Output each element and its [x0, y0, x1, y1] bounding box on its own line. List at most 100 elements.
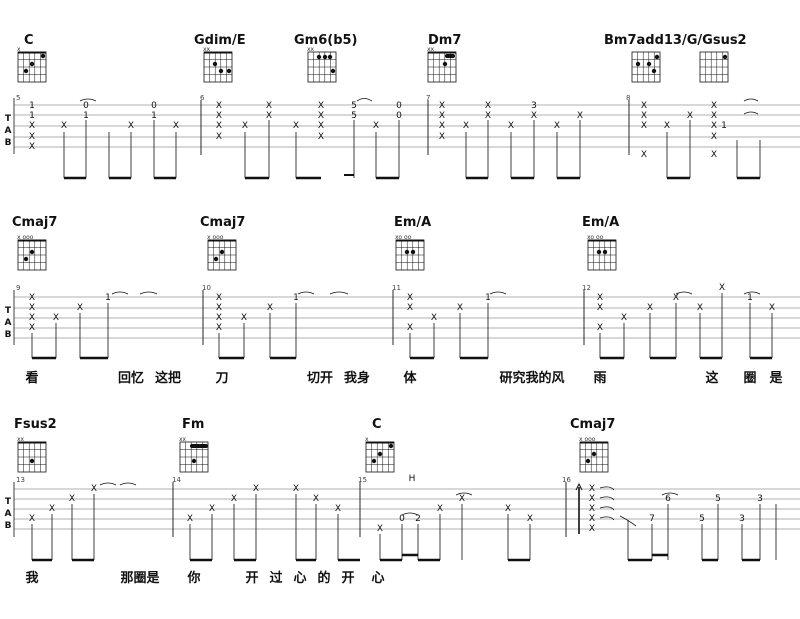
chord-name: Em/A: [394, 215, 431, 230]
tab-note: X: [589, 494, 595, 504]
tab-note: X: [597, 303, 603, 313]
tab-note: X: [664, 121, 670, 131]
tab-note: 6: [665, 494, 671, 504]
tab-note: X: [589, 484, 595, 494]
lyric-char: 雨: [593, 371, 606, 386]
chord-diagram: xo oo: [587, 234, 617, 271]
lyric-char: 心: [293, 571, 306, 586]
bar-number: 9: [16, 284, 20, 292]
tab-note: X: [589, 514, 595, 524]
tab-note: X: [335, 504, 341, 514]
tab-note: X: [91, 484, 97, 494]
lyric-char: 圈: [743, 371, 756, 386]
tab-note: X: [49, 504, 55, 514]
tab-note: X: [439, 132, 445, 142]
tab-note: 0: [399, 514, 405, 524]
tab-note: 1: [721, 121, 727, 131]
tab-note: X: [242, 121, 248, 131]
chord-name: C: [24, 33, 34, 48]
tab-note: X: [719, 283, 725, 293]
tab-note: X: [29, 142, 35, 152]
tab-clef-t: T: [5, 497, 12, 507]
tab-note: X: [711, 101, 717, 111]
lyric-char: 那圈是: [120, 571, 160, 586]
tab-note: 1: [83, 111, 89, 121]
tab-note: X: [293, 121, 299, 131]
bar-number: 8: [626, 94, 630, 102]
tab-note: X: [697, 303, 703, 313]
chord-diagram: xx: [307, 46, 337, 83]
tab-note: X: [597, 293, 603, 303]
tab-note: X: [216, 132, 222, 142]
tab-notes: X X X X X X X X X X X X 0 2 X X X X X X …: [29, 484, 763, 534]
tab-note: X: [29, 121, 35, 131]
tab-note: X: [241, 313, 247, 323]
chord-diagram: xo oo: [395, 234, 425, 271]
tab-note: 1: [747, 293, 753, 303]
tab-note: 1: [29, 101, 35, 111]
bar-number: 14: [172, 476, 181, 484]
bar-number: 12: [582, 284, 591, 292]
lyric-char: 研究我的风: [499, 370, 564, 386]
tab-note: X: [318, 132, 324, 142]
tab-note: 1: [105, 293, 111, 303]
muted-strings: xx: [307, 46, 315, 53]
chord-name: Gdim/E: [194, 33, 246, 48]
tab-note: X: [647, 303, 653, 313]
tab-note: X: [407, 293, 413, 303]
tab-clef-t: T: [5, 306, 12, 316]
tab-note: X: [711, 121, 717, 131]
chord-name: Em/A: [582, 215, 619, 230]
tab-note: X: [318, 121, 324, 131]
tab-note: 0: [396, 101, 402, 111]
tab-note: X: [457, 303, 463, 313]
tab-note: X: [128, 121, 134, 131]
tab-note: X: [187, 514, 193, 524]
tab-note: X: [29, 132, 35, 142]
bar-number: 6: [200, 94, 205, 102]
tab-note: X: [266, 111, 272, 121]
tab-note: X: [554, 121, 560, 131]
tab-note: 0: [396, 111, 402, 121]
tab-note: X: [29, 514, 35, 524]
lyric-char: 这: [705, 370, 718, 386]
tab-note: 5: [699, 514, 705, 524]
tab-note: X: [437, 504, 443, 514]
tab-note: X: [673, 293, 679, 303]
tab-note: 2: [415, 514, 421, 524]
tab-note: 1: [293, 293, 299, 303]
chord-name: Cmaj7: [200, 215, 245, 230]
chord-name: Fsus2: [14, 417, 57, 432]
tab-note: 5: [715, 494, 721, 504]
tab-note: X: [431, 313, 437, 323]
chord-diagram: xx: [203, 46, 233, 83]
tab-note: 1: [151, 111, 157, 121]
tab-note: X: [29, 313, 35, 323]
tab-clef-b: B: [5, 330, 12, 340]
tab-note: X: [407, 303, 413, 313]
tab-note: 3: [531, 101, 537, 111]
tab-note: X: [216, 313, 222, 323]
tab-staff: [13, 98, 800, 154]
lyrics-line: 我 那圈是 你 开 过 心 的 开 心: [25, 570, 384, 586]
tab-note: X: [485, 101, 491, 111]
tab-clef-t: T: [5, 114, 12, 124]
tab-note: X: [29, 303, 35, 313]
chord-name: Gm6(b5): [294, 33, 358, 48]
tab-note: X: [641, 101, 647, 111]
chord-diagram: [699, 51, 729, 83]
tab-note: X: [29, 293, 35, 303]
tab-note: X: [253, 484, 259, 494]
bar-number: 11: [392, 284, 401, 292]
tab-note: X: [216, 323, 222, 333]
muted-strings: xx: [179, 436, 187, 443]
tab-note: X: [641, 111, 647, 121]
tab-clef-b: B: [5, 138, 12, 148]
lyric-char: 这把: [155, 370, 181, 386]
lyric-char: 开: [341, 571, 354, 586]
muted-strings: xx: [203, 46, 211, 53]
chord-name: Cmaj7: [570, 417, 615, 432]
tab-clef-a: A: [5, 509, 12, 519]
lyric-char: 看: [25, 370, 38, 386]
chord-name: Fm: [182, 417, 204, 432]
